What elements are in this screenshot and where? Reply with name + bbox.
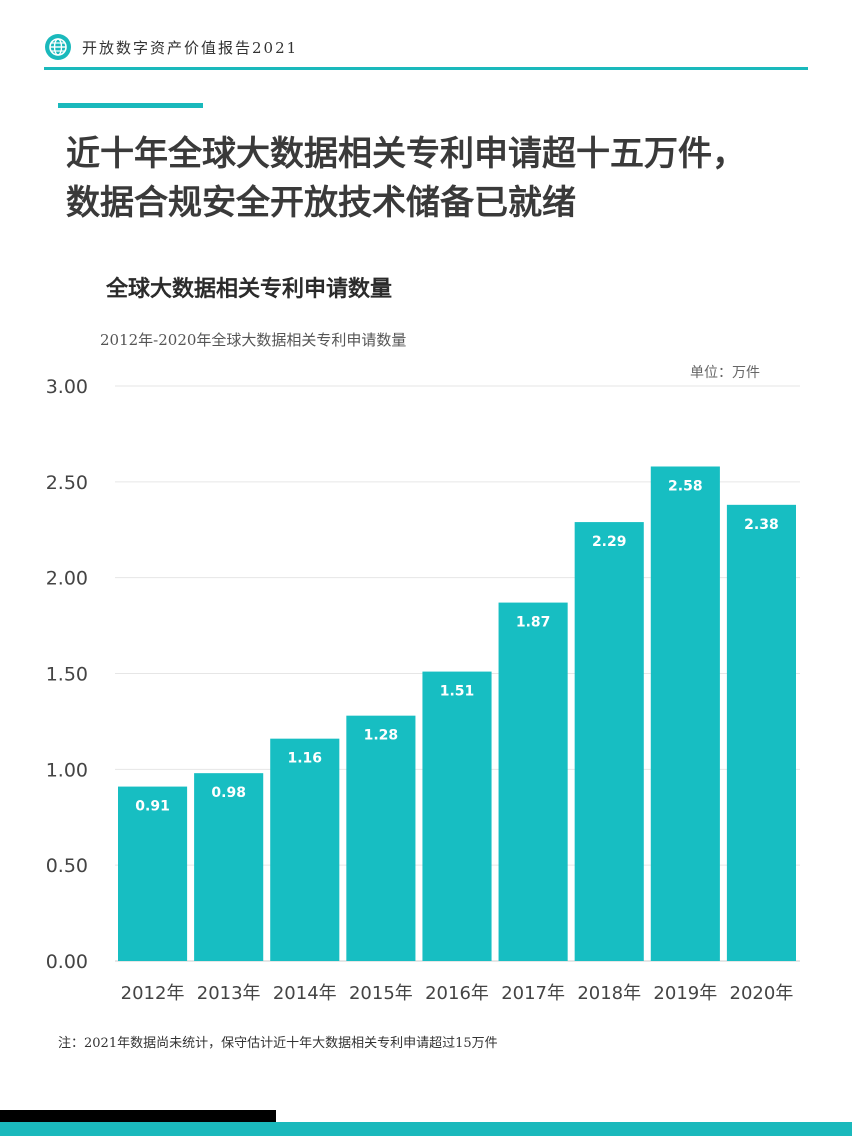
data-label: 1.16 (288, 751, 323, 767)
report-title: 开放数字资产价值报告2021 (82, 39, 299, 57)
x-tick-label: 2017年 (501, 983, 565, 1004)
data-label: 2.38 (744, 517, 779, 533)
bar (498, 602, 568, 961)
bar (422, 671, 492, 961)
bar (574, 522, 644, 961)
y-tick-label: 0.00 (46, 951, 88, 973)
y-tick-label: 1.50 (46, 664, 88, 686)
bar (726, 504, 796, 961)
x-tick-label: 2014年 (273, 983, 337, 1004)
bar (118, 786, 188, 961)
y-tick-label: 0.50 (46, 855, 88, 877)
bar (270, 738, 340, 961)
headline-line-2: 数据合规安全开放技术储备已就绪 (66, 183, 576, 223)
x-tick-label: 2012年 (121, 983, 185, 1004)
y-tick-label: 2.50 (46, 472, 88, 494)
y-tick-label: 1.00 (46, 759, 88, 781)
footer-teal-bar (0, 1122, 852, 1136)
x-tick-label: 2018年 (577, 983, 641, 1004)
unit-label: 单位：万件 (690, 365, 760, 381)
accent-bar (58, 103, 203, 108)
data-label: 2.29 (592, 534, 627, 550)
x-tick-label: 2015年 (349, 983, 413, 1004)
y-tick-label: 2.00 (46, 568, 88, 590)
data-label: 2.58 (668, 479, 703, 495)
footer-black-bar (0, 1110, 276, 1122)
header-divider (44, 67, 808, 70)
bar (650, 466, 720, 961)
data-label: 0.98 (211, 785, 246, 801)
globe-icon (45, 34, 71, 60)
chart-subtitle: 2012年-2020年全球大数据相关专利申请数量 (100, 331, 407, 349)
x-tick-label: 2016年 (425, 983, 489, 1004)
headline-line-1: 近十年全球大数据相关专利申请超十五万件， (66, 134, 746, 174)
data-label: 0.91 (135, 799, 170, 815)
bar (346, 715, 416, 961)
bar-chart: 0.00 0.50 1.00 1.50 2.00 2.50 3.00 0.91 2012年 0.9… (46, 376, 800, 1004)
footnote: 注：2021年数据尚未统计，保守估计近十年大数据相关专利申请超过15万件 (58, 1036, 498, 1051)
page-headline: 近十年全球大数据相关专利申请超十五万件， 数据合规安全开放技术储备已就绪 (66, 130, 826, 228)
x-tick-label: 2019年 (653, 983, 717, 1004)
x-tick-label: 2020年 (730, 983, 794, 1004)
chart-heading: 全球大数据相关专利申请数量 (106, 277, 393, 302)
y-tick-label: 3.00 (46, 376, 88, 398)
data-label: 1.51 (440, 684, 475, 700)
data-label: 1.28 (364, 728, 399, 744)
bar (194, 773, 264, 961)
data-label: 1.87 (516, 615, 551, 631)
x-tick-label: 2013年 (197, 983, 261, 1004)
